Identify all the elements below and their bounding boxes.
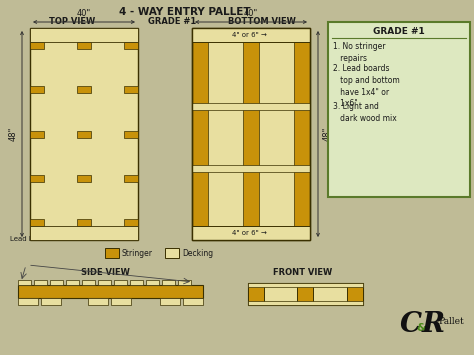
Bar — [160, 298, 180, 305]
Bar — [77, 42, 91, 49]
Bar — [77, 86, 91, 93]
Bar — [30, 131, 44, 137]
Bar — [105, 248, 119, 258]
Text: 4" or 6" →: 4" or 6" → — [232, 32, 266, 38]
Bar — [146, 280, 159, 285]
Bar — [30, 42, 44, 49]
Text: 40": 40" — [244, 9, 258, 18]
Text: TOP VIEW: TOP VIEW — [49, 17, 95, 26]
Bar — [82, 280, 95, 285]
Text: Lead Boards: Lead Boards — [10, 236, 53, 242]
Bar — [18, 298, 38, 305]
Bar — [124, 131, 138, 137]
Bar — [66, 280, 79, 285]
Bar — [50, 280, 63, 285]
Text: GRADE #1: GRADE #1 — [373, 27, 425, 36]
Bar — [30, 86, 44, 93]
Bar — [30, 175, 44, 182]
Bar — [297, 283, 313, 305]
Bar — [77, 219, 91, 226]
Text: 48": 48" — [9, 127, 18, 141]
Bar — [248, 301, 363, 305]
Bar — [18, 285, 203, 298]
Bar — [98, 280, 111, 285]
Bar — [30, 28, 138, 42]
Text: 1. No stringer
   repairs: 1. No stringer repairs — [333, 42, 385, 63]
Bar — [208, 28, 243, 240]
Bar — [124, 175, 138, 182]
Bar — [192, 28, 310, 240]
Bar — [77, 131, 91, 137]
Text: GRADE #1: GRADE #1 — [148, 17, 196, 26]
Text: 4" or 6" →: 4" or 6" → — [232, 230, 266, 236]
Text: Pallet: Pallet — [438, 317, 464, 327]
Text: 2. Lead boards
   top and bottom
   have 1x4" or
   1x6": 2. Lead boards top and bottom have 1x4" … — [333, 64, 400, 108]
Bar — [192, 226, 310, 240]
Bar — [192, 28, 310, 240]
Bar — [41, 298, 61, 305]
Text: SIDE VIEW: SIDE VIEW — [81, 268, 129, 277]
Text: Decking: Decking — [182, 248, 213, 257]
Bar — [248, 283, 363, 305]
Bar — [192, 103, 310, 110]
Bar — [114, 280, 127, 285]
Bar — [192, 28, 310, 42]
Text: 40": 40" — [77, 9, 91, 18]
Text: 3. Light and
   dark wood mix: 3. Light and dark wood mix — [333, 102, 397, 123]
Text: Stringer: Stringer — [122, 248, 153, 257]
Text: 4" or 6" →: 4" or 6" → — [64, 32, 100, 38]
Text: 48": 48" — [323, 127, 332, 141]
Bar — [248, 283, 264, 305]
Bar — [162, 280, 175, 285]
Text: R: R — [422, 311, 445, 339]
Text: C: C — [400, 311, 422, 339]
Bar — [124, 219, 138, 226]
Bar — [328, 22, 470, 197]
Bar — [347, 283, 363, 305]
Bar — [259, 28, 294, 240]
Bar — [18, 280, 31, 285]
Bar — [165, 248, 179, 258]
Text: BOTTOM VIEW: BOTTOM VIEW — [228, 17, 296, 26]
Text: FRONT VIEW: FRONT VIEW — [273, 268, 333, 277]
Bar — [130, 280, 143, 285]
Bar — [111, 298, 131, 305]
Bar — [192, 165, 310, 172]
Bar — [30, 28, 138, 240]
Bar — [34, 280, 47, 285]
Bar — [248, 283, 363, 287]
Bar — [30, 226, 138, 240]
Bar — [30, 219, 44, 226]
Text: 4 - WAY ENTRY PALLET: 4 - WAY ENTRY PALLET — [119, 7, 251, 17]
Bar — [88, 298, 108, 305]
Text: 4" or 6" →: 4" or 6" → — [64, 230, 100, 236]
Text: &: & — [416, 323, 426, 333]
Bar — [183, 298, 203, 305]
Bar — [77, 175, 91, 182]
Bar — [124, 42, 138, 49]
Bar — [124, 86, 138, 93]
Bar — [178, 280, 191, 285]
